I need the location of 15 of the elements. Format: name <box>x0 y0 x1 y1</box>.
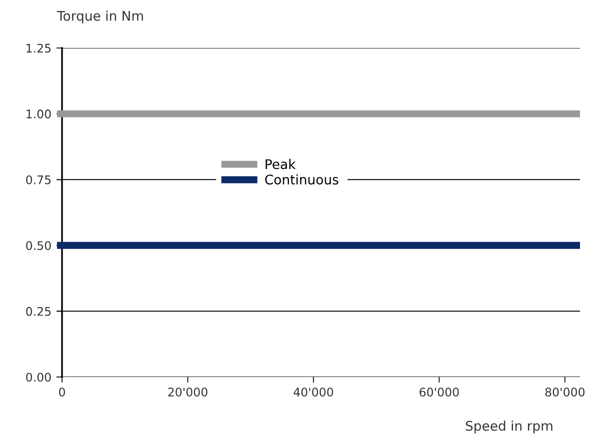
x-axis-title: Speed in rpm <box>466 420 552 434</box>
legend-label: Continuous <box>265 174 338 185</box>
y-axis-title: Torque in Nm <box>56 10 143 24</box>
x-tick-label: 20'000 <box>168 388 208 397</box>
x-tick-label: 80'000 <box>545 388 585 397</box>
x-tick-label: 0 <box>59 388 65 397</box>
x-tick-label: 60'000 <box>420 388 459 397</box>
x-tick-label: 40'000 <box>294 388 334 397</box>
y-tick-label: 0.25 <box>26 306 51 316</box>
y-tick-label: 0.00 <box>26 372 51 382</box>
y-tick-label: 1.25 <box>26 44 51 53</box>
y-tick-label: 0.50 <box>26 241 51 250</box>
legend-label: Peak <box>266 158 296 170</box>
y-tick-label: 0.75 <box>26 175 51 184</box>
y-tick-label: 1.00 <box>26 110 51 118</box>
